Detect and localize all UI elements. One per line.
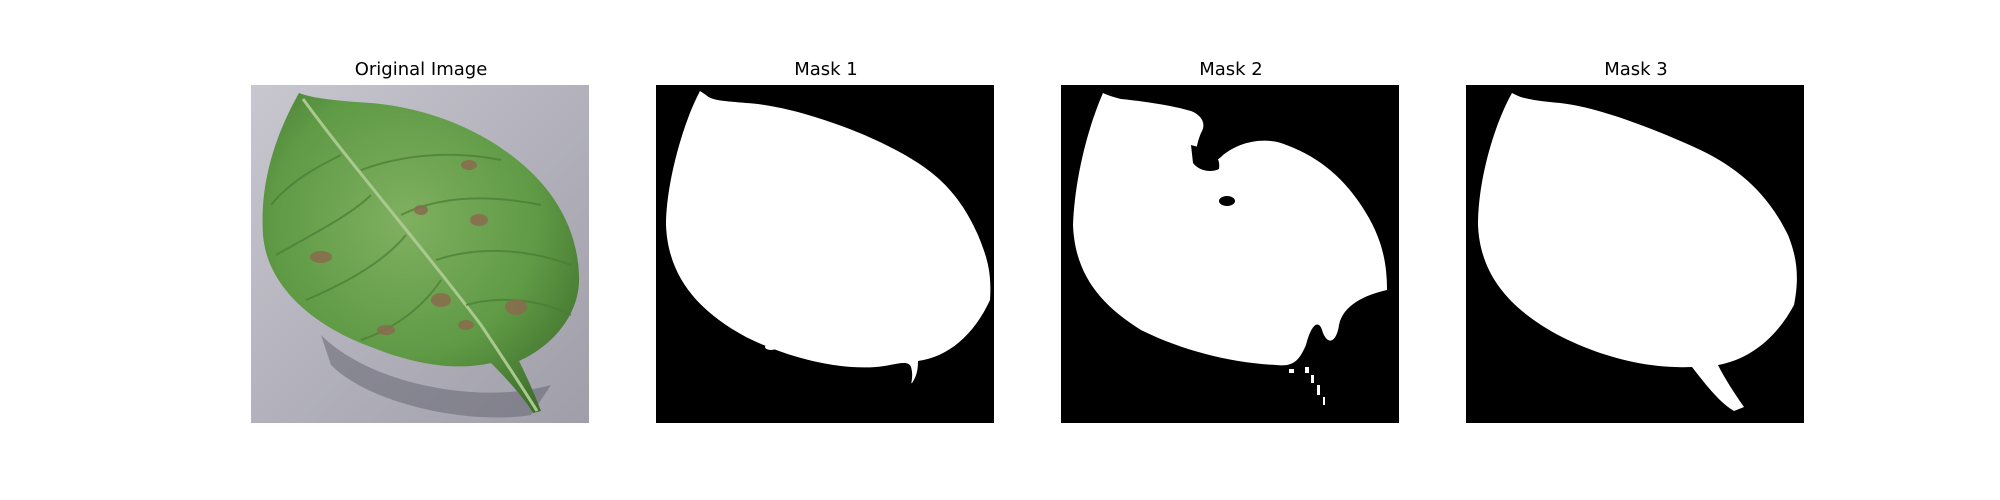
mask-2-graphic xyxy=(1061,85,1399,423)
panel-original-image: Original Image xyxy=(251,57,591,423)
leaf-photo xyxy=(251,85,589,423)
original-leaf-image xyxy=(251,85,589,423)
panel-title: Mask 2 xyxy=(1199,59,1263,80)
panel-mask-3: Mask 3 xyxy=(1466,57,1806,423)
panel-title: Original Image xyxy=(354,59,488,80)
panel-title: Mask 1 xyxy=(794,59,858,80)
panel-title: Mask 3 xyxy=(1604,59,1668,80)
panel-mask-2: Mask 2 xyxy=(1061,57,1401,423)
mask-3-graphic xyxy=(1466,85,1804,423)
mask-2-image xyxy=(1061,85,1399,423)
mask-1-image xyxy=(656,85,994,423)
mask-1-graphic xyxy=(656,85,994,423)
mask-3-image xyxy=(1466,85,1804,423)
panel-mask-1: Mask 1 xyxy=(656,57,996,423)
